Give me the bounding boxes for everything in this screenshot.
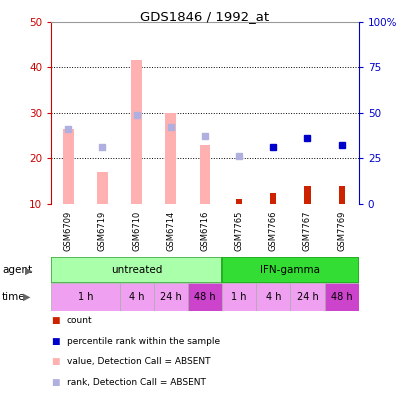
Bar xyxy=(187,283,222,311)
Text: count: count xyxy=(67,316,92,325)
Text: GSM6714: GSM6714 xyxy=(166,211,175,251)
Text: GSM7767: GSM7767 xyxy=(302,210,311,251)
Text: 4 h: 4 h xyxy=(128,292,144,302)
Bar xyxy=(51,257,222,283)
Text: percentile rank within the sample: percentile rank within the sample xyxy=(67,337,219,346)
Bar xyxy=(153,283,187,311)
Bar xyxy=(290,283,324,311)
Bar xyxy=(165,113,176,204)
Text: 48 h: 48 h xyxy=(194,292,215,302)
Text: GSM6716: GSM6716 xyxy=(200,211,209,251)
Text: untreated: untreated xyxy=(111,265,162,275)
Bar xyxy=(303,186,310,204)
Text: time: time xyxy=(2,292,26,302)
Bar xyxy=(324,283,358,311)
Text: 1 h: 1 h xyxy=(77,292,93,302)
Bar xyxy=(131,61,142,204)
Bar xyxy=(222,283,256,311)
Bar xyxy=(236,199,242,204)
Text: 48 h: 48 h xyxy=(330,292,352,302)
Bar xyxy=(63,129,74,204)
Text: agent: agent xyxy=(2,265,32,275)
Bar xyxy=(222,257,358,283)
Text: 1 h: 1 h xyxy=(231,292,246,302)
Text: ■: ■ xyxy=(51,337,60,346)
Bar xyxy=(256,283,290,311)
Bar xyxy=(199,145,210,204)
Text: GSM6719: GSM6719 xyxy=(98,211,107,251)
Text: GSM7766: GSM7766 xyxy=(268,210,277,251)
Text: IFN-gamma: IFN-gamma xyxy=(260,265,320,275)
Bar xyxy=(270,192,276,204)
Text: ■: ■ xyxy=(51,358,60,366)
Text: GDS1846 / 1992_at: GDS1846 / 1992_at xyxy=(140,10,269,23)
Bar xyxy=(51,283,119,311)
Text: 4 h: 4 h xyxy=(265,292,281,302)
Text: rank, Detection Call = ABSENT: rank, Detection Call = ABSENT xyxy=(67,378,205,387)
Text: ▶: ▶ xyxy=(25,265,33,275)
Text: value, Detection Call = ABSENT: value, Detection Call = ABSENT xyxy=(67,358,210,366)
Bar xyxy=(97,172,108,204)
Text: 24 h: 24 h xyxy=(296,292,318,302)
Text: 24 h: 24 h xyxy=(160,292,181,302)
Text: GSM7769: GSM7769 xyxy=(336,211,345,251)
Text: GSM6710: GSM6710 xyxy=(132,211,141,251)
Text: ■: ■ xyxy=(51,378,60,387)
Text: ■: ■ xyxy=(51,316,60,325)
Text: ▶: ▶ xyxy=(22,292,30,302)
Bar xyxy=(338,186,344,204)
Text: GSM7765: GSM7765 xyxy=(234,211,243,251)
Bar xyxy=(119,283,153,311)
Text: GSM6709: GSM6709 xyxy=(64,211,73,251)
